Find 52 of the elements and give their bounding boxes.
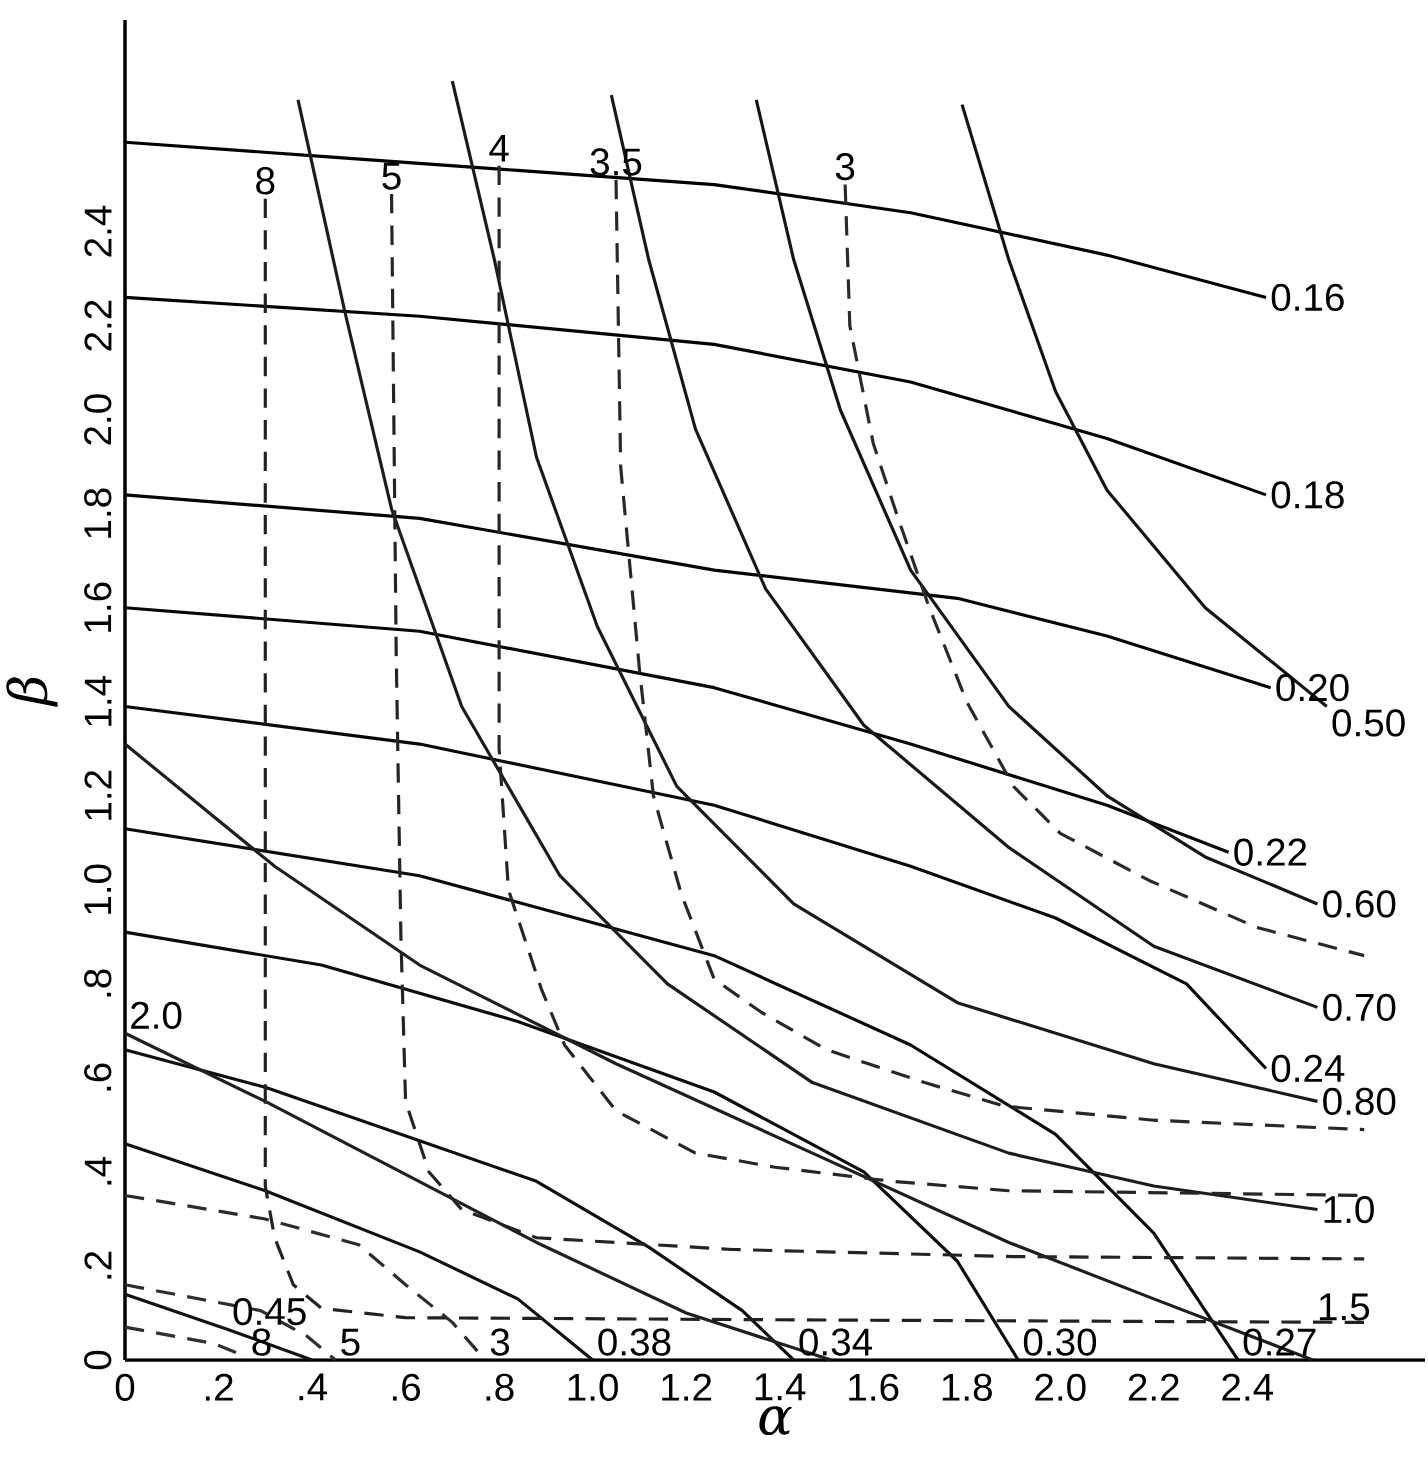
annotation: 0.24: [1271, 1054, 1345, 1083]
y-tick-label: .8: [84, 969, 112, 997]
y-tick-label: 1.8: [84, 488, 112, 538]
y-tick-label: 2.4: [84, 205, 112, 257]
y-axis-title: β: [6, 677, 58, 707]
annotation: 4: [489, 134, 509, 162]
x-tick-label: 2.4: [1222, 1373, 1274, 1401]
y-tick-label: .6: [84, 1063, 112, 1091]
y-tick-label: .2: [84, 1251, 112, 1279]
annotation: 0.50: [1332, 709, 1405, 737]
x-tick-label: .4: [299, 1373, 328, 1401]
annotation: 2.0: [131, 1001, 182, 1030]
x-tick-label: 2.2: [1128, 1373, 1179, 1401]
line-series: [123, 1142, 595, 1362]
annotation: 0.38: [598, 1328, 671, 1356]
annotation: 5: [341, 1328, 360, 1356]
x-tick-label: 1.0: [568, 1373, 618, 1401]
annotation: 0.16: [1271, 283, 1344, 312]
y-tick-label: 1.0: [84, 864, 112, 914]
y-tick-label: 2.2: [84, 300, 112, 351]
annotation: 0.45: [233, 1297, 306, 1326]
annotation: 0.80: [1323, 1087, 1396, 1116]
annotation: 0.70: [1323, 993, 1396, 1022]
y-tick-label: 1.4: [84, 676, 112, 726]
annotation: 0.34: [799, 1328, 872, 1356]
x-tick-label: 1.4: [755, 1373, 806, 1401]
annotation: 5: [382, 162, 401, 190]
annotation: 3: [835, 153, 855, 181]
annotation: 8: [256, 167, 275, 195]
x-tick-label: .8: [486, 1373, 514, 1401]
annotation: 1.0: [1324, 1195, 1374, 1224]
annotation: 3: [490, 1328, 510, 1356]
x-tick-label: .6: [392, 1373, 420, 1401]
line-series: [123, 1325, 249, 1362]
annotation: 0.60: [1323, 890, 1396, 918]
annotation: 1.5: [1319, 1293, 1370, 1321]
x-tick-label: 1.8: [942, 1373, 992, 1401]
x-tick-label: 2.0: [1035, 1373, 1086, 1401]
annotation: 0.18: [1271, 481, 1344, 509]
x-tick-label: 1.2: [662, 1373, 712, 1401]
line-series: [123, 1283, 338, 1362]
x-tick-label: 1.6: [849, 1373, 899, 1401]
y-tick-label: 1.6: [84, 582, 112, 632]
y-tick-label: 1.2: [84, 770, 112, 820]
x-tick-label: 0: [115, 1373, 135, 1401]
x-tick-label: .2: [205, 1373, 233, 1401]
annotation: 0.22: [1234, 838, 1307, 866]
y-tick-label: 0: [84, 1350, 112, 1370]
y-tick-label: 2.0: [84, 394, 112, 445]
x-axis-title: α: [759, 1406, 792, 1436]
annotation: 0.30: [1023, 1328, 1097, 1356]
y-tick-label: .4: [84, 1156, 112, 1185]
